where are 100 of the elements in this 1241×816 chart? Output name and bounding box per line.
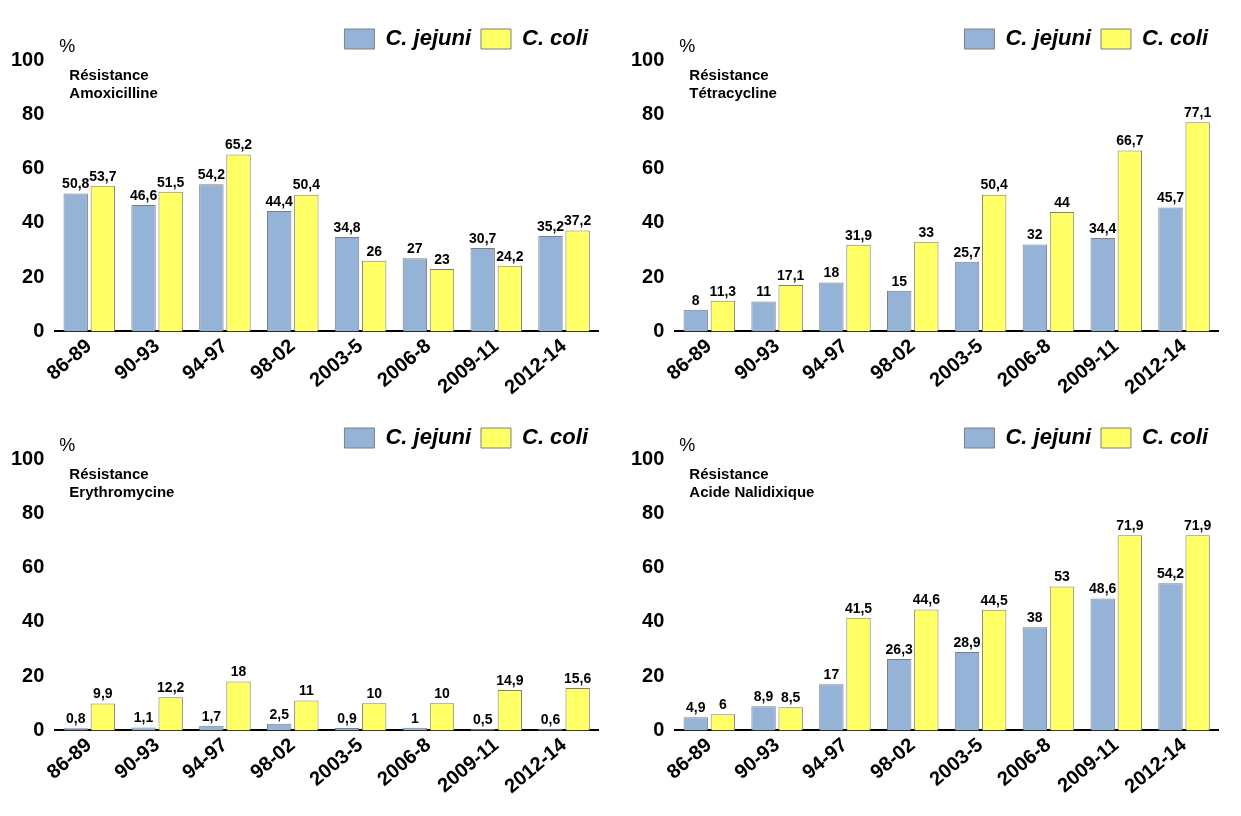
data-label: 54,2 <box>197 166 226 183</box>
data-label: 45,7 <box>1156 189 1185 206</box>
data-label: 44,6 <box>912 591 941 608</box>
data-label: 26,3 <box>885 640 914 657</box>
data-label: 17 <box>823 666 840 683</box>
y-axis-title: % <box>59 434 76 455</box>
data-label: 15,6 <box>564 669 592 686</box>
legend-label: C. jejuni <box>385 424 472 450</box>
data-label: 23 <box>434 250 450 267</box>
data-label: 8,5 <box>780 689 801 706</box>
data-label: 35,2 <box>536 217 565 234</box>
data-label: 18 <box>823 264 840 281</box>
data-label: 41,5 <box>844 599 873 616</box>
y-axis-title: % <box>59 35 76 56</box>
data-label: 31,9 <box>844 226 873 243</box>
data-label: 53 <box>1054 568 1070 585</box>
data-label: 37,2 <box>564 212 592 229</box>
y-tick-label: 80 <box>642 500 665 523</box>
data-label: 10 <box>434 685 450 702</box>
data-label: 15 <box>891 272 908 289</box>
y-tick-label: 100 <box>630 446 665 469</box>
data-label: 0,6 <box>540 710 561 727</box>
y-tick-label: 0 <box>653 717 665 740</box>
data-label: 44,5 <box>980 591 1008 608</box>
data-label: 25,7 <box>953 243 981 260</box>
data-label: 1,1 <box>133 709 154 726</box>
y-axis-title: % <box>679 35 696 56</box>
data-label: 33 <box>918 223 935 240</box>
data-label: 4,9 <box>685 698 706 715</box>
data-label: 34,4 <box>1089 219 1117 236</box>
data-label: 66,7 <box>1116 132 1144 149</box>
data-label: 71,9 <box>1116 517 1144 534</box>
data-label: 26 <box>366 242 383 259</box>
data-label: 54,2 <box>1156 565 1185 582</box>
y-tick-label: 0 <box>33 717 45 740</box>
y-tick-label: 60 <box>642 156 665 179</box>
data-label: 38 <box>1027 609 1043 626</box>
data-label: 9,9 <box>93 685 113 702</box>
data-label: 65,2 <box>224 136 253 153</box>
data-label: 44 <box>1054 193 1070 210</box>
legend-label: C. jejuni <box>1005 25 1092 51</box>
legend-label: C. coli <box>1141 25 1209 51</box>
legend-label: C. coli <box>1141 424 1209 450</box>
data-label: 28,9 <box>953 633 981 650</box>
y-axis-title: % <box>679 434 696 455</box>
y-tick-label: 80 <box>22 101 45 124</box>
data-label: 71,9 <box>1184 517 1212 534</box>
data-label: 11 <box>756 283 772 300</box>
y-tick-label: 20 <box>22 264 45 287</box>
y-tick-label: 40 <box>22 210 45 233</box>
y-tick-label: 20 <box>22 663 45 686</box>
text: Résistance Erythromycine <box>69 464 175 500</box>
data-label: 14,9 <box>496 671 524 688</box>
text: Résistance Amoxicilline <box>69 65 158 101</box>
data-label: 50,8 <box>62 175 90 192</box>
text: Résistance Tétracycline <box>689 65 777 101</box>
y-tick-label: 40 <box>642 210 665 233</box>
data-label: 0,5 <box>472 710 493 727</box>
data-label: 50,4 <box>980 176 1008 193</box>
data-label: 11 <box>298 682 314 699</box>
data-label: 8 <box>691 291 700 308</box>
y-tick-label: 80 <box>22 500 45 523</box>
y-tick-label: 20 <box>642 264 665 287</box>
legend-label: C. jejuni <box>385 25 472 51</box>
y-tick-label: 0 <box>33 318 45 341</box>
y-tick-label: 100 <box>10 47 45 70</box>
y-tick-label: 60 <box>22 555 45 578</box>
y-tick-label: 60 <box>22 156 45 179</box>
data-label: 34,8 <box>333 218 361 235</box>
data-label: 48,6 <box>1089 580 1117 597</box>
data-label: 51,5 <box>157 173 185 190</box>
y-tick-label: 100 <box>10 446 45 469</box>
data-label: 24,2 <box>496 247 524 264</box>
legend-label: C. coli <box>521 424 589 450</box>
data-label: 6 <box>718 696 727 713</box>
data-label: 32 <box>1027 226 1043 243</box>
data-label: 10 <box>366 685 383 702</box>
data-label: 2,5 <box>269 705 290 722</box>
data-label: 17,1 <box>777 266 805 283</box>
data-label: 50,4 <box>292 176 321 193</box>
data-label: 1 <box>410 709 419 726</box>
legend-label: C. jejuni <box>1005 424 1092 450</box>
y-tick-label: 60 <box>642 555 665 578</box>
data-label: 0,9 <box>337 709 357 726</box>
data-label: 11,3 <box>709 282 737 299</box>
y-tick-label: 0 <box>653 318 665 341</box>
data-label: 53,7 <box>89 167 117 184</box>
y-tick-label: 20 <box>642 663 665 686</box>
data-label: 30,7 <box>469 229 497 246</box>
data-label: 18 <box>230 663 247 680</box>
data-label: 12,2 <box>157 679 185 696</box>
y-tick-label: 100 <box>630 47 665 70</box>
data-label: 0,8 <box>65 710 86 727</box>
data-label: 27 <box>407 240 423 257</box>
data-label: 77,1 <box>1184 104 1212 121</box>
data-label: 1,7 <box>201 707 222 724</box>
data-label: 46,6 <box>129 186 158 203</box>
data-label: 44,4 <box>265 192 294 209</box>
y-tick-label: 40 <box>22 609 45 632</box>
data-label: 8,9 <box>753 688 774 705</box>
